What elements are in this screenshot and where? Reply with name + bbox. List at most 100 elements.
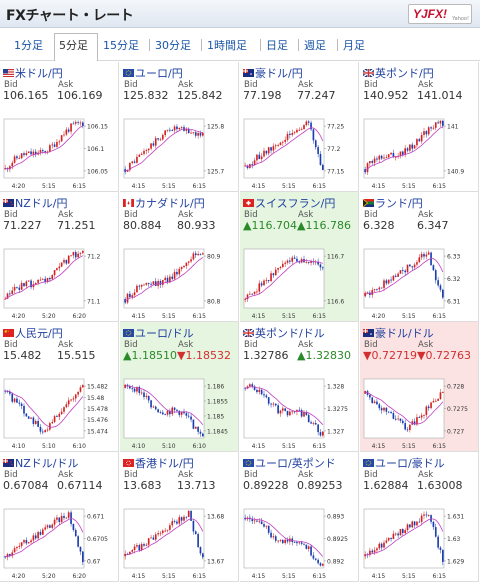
candle xyxy=(376,158,378,160)
rate-card[interactable]: ユーロ/円 Bid Ask 125.832 125.842 125.8 125.7 4:15 5… xyxy=(120,62,239,192)
rate-card[interactable]: 豪ドル/ドル Bid Ask ▼0.72719 ▼0.72763 0.728 0.7275 0… xyxy=(360,322,479,452)
candle xyxy=(439,392,442,399)
pair-name-link[interactable]: 人民元/円 xyxy=(3,325,63,341)
pair-name-link[interactable]: ユーロ/円 xyxy=(123,65,183,81)
tab-7[interactable]: 月足 xyxy=(343,39,365,52)
mini-chart[interactable]: 6.33 6.32 6.31 4:20 5:15 6:15 xyxy=(362,243,476,320)
candle xyxy=(51,524,54,528)
mini-chart[interactable]: 77.25 77.2 77.15 4:15 5:15 6:15 xyxy=(242,113,356,190)
pair-name-link[interactable]: ユーロ/ドル xyxy=(123,325,194,341)
pair-name-link[interactable]: 英ポンド/円 xyxy=(362,65,434,81)
candle xyxy=(270,532,272,538)
tab-4[interactable]: 1時間足 xyxy=(207,39,247,52)
pair-name-link[interactable]: 英ポンド/ドル xyxy=(242,325,325,341)
mini-chart[interactable]: 116.7 116.6 4:15 5:15 6:15 xyxy=(242,243,356,320)
candle xyxy=(131,161,134,163)
y-tick-label: 13.67 xyxy=(207,558,224,565)
pair-name: スイスフラン/円 xyxy=(255,197,336,210)
mini-chart[interactable]: 125.8 125.7 4:15 5:15 6:15 xyxy=(122,113,236,190)
candle xyxy=(258,154,261,160)
bid-value: 6.328 xyxy=(363,219,395,232)
pair-name-link[interactable]: カナダドル/円 xyxy=(123,195,205,211)
mini-chart[interactable]: 1.631 1.63 1.629 4:15 5:15 6:15 xyxy=(362,503,476,580)
candle xyxy=(427,406,430,409)
rate-card[interactable]: 英ポンド/円 Bid Ask 140.952 141.014 141 140.9 4:15 5:… xyxy=(360,62,479,192)
ask-value: 13.713 xyxy=(177,479,216,492)
candle xyxy=(298,542,301,544)
tab-1[interactable]: 5分足 xyxy=(54,33,98,61)
bid-value: 125.832 xyxy=(123,89,169,102)
pair-name-link[interactable]: 米ドル/円 xyxy=(3,65,63,81)
y-tick-label: 116.6 xyxy=(327,298,344,305)
candle xyxy=(371,290,374,295)
mini-chart[interactable]: 15.482 15.48 15.478 15.476 15.474 4:10 5:10 6:1… xyxy=(2,373,116,450)
pair-name-link[interactable]: NZドル/ドル xyxy=(3,455,78,471)
tab-3[interactable]: 30分足 xyxy=(155,39,191,52)
candle xyxy=(63,260,65,263)
rate-card[interactable]: NZドル/円 Bid Ask 71.227 71.251 71.2 71.1 4:20 5:20… xyxy=(0,192,119,322)
chart-frame xyxy=(3,248,85,309)
candle xyxy=(265,150,268,154)
rate-card[interactable]: 人民元/円 Bid Ask 15.482 15.515 15.482 15.48 15.478… xyxy=(0,322,119,452)
pair-name-link[interactable]: NZドル/円 xyxy=(3,195,67,211)
ask-label: Ask xyxy=(58,80,74,90)
rate-card[interactable]: ユーロ/英ポンド Bid Ask 0.89228 0.89253 0.893 0.8925 0… xyxy=(240,452,359,582)
tab-6[interactable]: 週足 xyxy=(304,39,326,52)
yjfx-logo[interactable]: YJFX! Yahoo! xyxy=(408,4,472,24)
rate-card[interactable]: カナダドル/円 Bid Ask 80.884 80.933 80.9 80.8 4:15 5:1… xyxy=(120,192,239,322)
candle xyxy=(274,403,277,406)
mini-chart[interactable]: 0.893 0.8925 0.892 4:15 5:15 6:15 xyxy=(242,503,356,580)
mini-chart[interactable]: 80.9 80.8 4:15 5:15 6:15 xyxy=(122,243,236,320)
rate-card[interactable]: 香港ドル/円 Bid Ask 13.683 13.713 13.68 13.67 4:15 5:… xyxy=(120,452,239,582)
candle xyxy=(267,397,270,404)
mini-chart[interactable]: 1.328 1.3275 1.327 4:15 5:15 6:15 xyxy=(242,373,356,450)
rate-card[interactable]: NZドル/ドル Bid Ask 0.67084 0.67114 0.671 0.6705 0.… xyxy=(0,452,119,582)
candle xyxy=(82,385,84,388)
candle xyxy=(154,281,157,286)
x-tick-label: 4:15 xyxy=(132,183,146,190)
pair-name-link[interactable]: ユーロ/英ポンド xyxy=(243,455,336,471)
mini-chart[interactable]: 13.68 13.67 4:15 5:15 6:15 xyxy=(122,503,236,580)
tab-2[interactable]: 15分足 xyxy=(103,39,139,52)
rate-card[interactable]: 豪ドル/円 Bid Ask 77.198 77.247 77.25 77.2 77.15 4:1… xyxy=(240,62,359,192)
moving-average-line xyxy=(245,260,323,300)
pair-name-link[interactable]: 豪ドル/ドル xyxy=(363,325,434,341)
mini-chart[interactable]: 141 140.9 4:15 5:15 6:15 xyxy=(362,113,476,190)
candle xyxy=(402,529,404,534)
mini-chart[interactable]: 1.186 1.1855 1.185 1.1845 4:10 5:10 6:10 xyxy=(122,373,236,450)
pair-name-link[interactable]: 香港ドル/円 xyxy=(123,455,194,471)
candle xyxy=(383,542,385,548)
y-tick-label: 140.9 xyxy=(447,168,464,175)
rate-card[interactable]: ユーロ/豪ドル Bid Ask 1.62884 1.63008 1.631 1.63 1.62… xyxy=(360,452,479,582)
tab-separator xyxy=(260,39,261,51)
mini-chart[interactable]: 0.671 0.6705 0.67 4:20 5:20 6:20 xyxy=(2,503,116,580)
mini-chart[interactable]: 71.2 71.1 4:20 5:20 6:20 xyxy=(2,243,116,320)
pair-name-link[interactable]: 豪ドル/円 xyxy=(243,65,303,81)
x-tick-label: 4:15 xyxy=(252,313,266,320)
pair-name-link[interactable]: ランド/円 xyxy=(362,195,423,211)
moving-average-line xyxy=(125,518,204,556)
pair-name-link[interactable]: スイスフラン/円 xyxy=(243,195,335,211)
rate-card[interactable]: 英ポンド/ドル Bid Ask 1.32786 ▲1.32830 1.328 1.3275 1… xyxy=(240,322,359,452)
candle xyxy=(277,405,279,414)
candle xyxy=(373,158,376,163)
tab-5[interactable]: 日足 xyxy=(266,39,288,52)
rate-card[interactable]: ランド/円 Bid Ask 6.328 6.347 6.33 6.32 6.31 4:20 5:1… xyxy=(360,192,479,322)
candle xyxy=(9,293,11,295)
x-tick-label: 6:15 xyxy=(192,183,206,190)
mini-chart[interactable]: 106.15 106.1 106.05 4:20 5:15 6:15 xyxy=(2,113,116,190)
rate-card[interactable]: ユーロ/ドル Bid Ask ▲1.18510 ▼1.18532 1.186 1.1855 1… xyxy=(120,322,239,452)
rate-card[interactable]: スイスフラン/円 Bid Ask ▲116.704 ▲116.786 116.7 116.6… xyxy=(240,192,359,322)
candle xyxy=(176,521,178,524)
chart-frame xyxy=(3,118,85,179)
candle xyxy=(49,145,51,152)
mini-chart[interactable]: 0.728 0.7275 0.727 4:15 5:15 6:15 xyxy=(362,373,476,450)
candle xyxy=(303,125,305,130)
rate-card[interactable]: 米ドル/円 Bid Ask 106.165 106.169 106.15 106.1 106.… xyxy=(0,62,119,192)
pair-name-link[interactable]: ユーロ/豪ドル xyxy=(363,455,445,471)
candle xyxy=(171,276,174,279)
tab-0[interactable]: 1分足 xyxy=(14,39,43,52)
bid-value: 77.198 xyxy=(243,89,282,102)
candle xyxy=(159,412,162,414)
candle xyxy=(394,275,397,277)
